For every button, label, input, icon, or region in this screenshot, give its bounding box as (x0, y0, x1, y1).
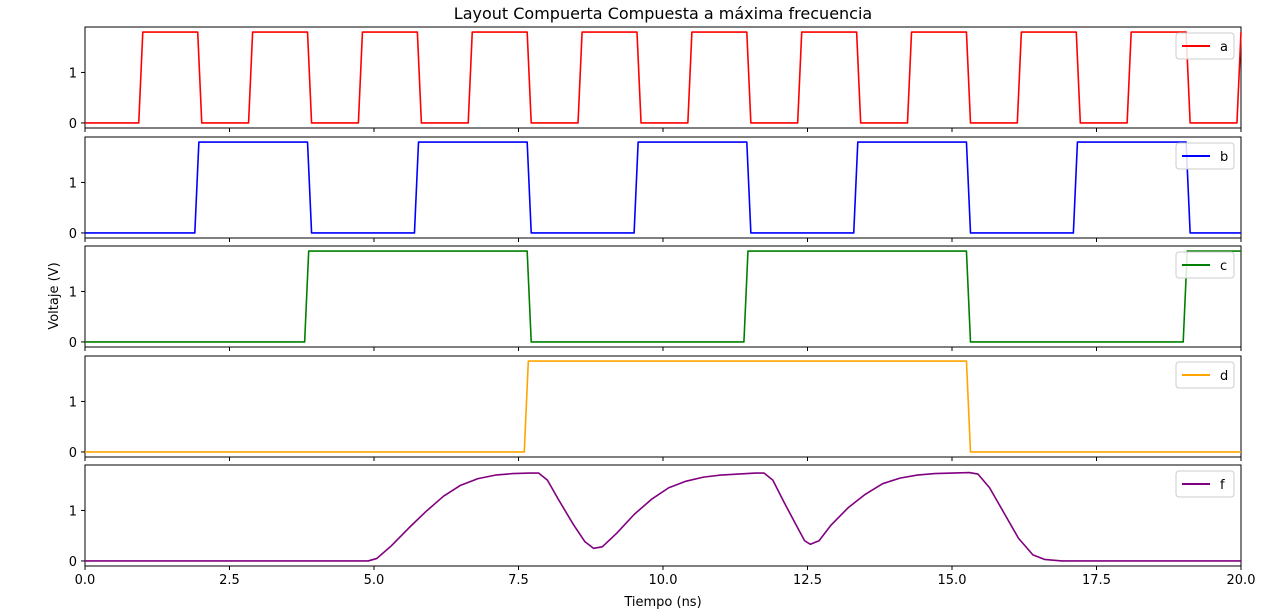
series-line-d (85, 360, 1241, 453)
x-tick-label: 20.0 (1227, 573, 1256, 588)
y-axis-label: Voltaje (V) (47, 262, 62, 329)
panel-f: 0 1 f (69, 464, 1242, 570)
series-line-b (85, 141, 1241, 234)
panel-b: 0 1 b (69, 136, 1242, 242)
y-tick-label: 0 (69, 555, 77, 570)
x-tick-label: 17.5 (1082, 573, 1111, 588)
x-tick-label: 2.5 (219, 573, 240, 588)
legend-b: b (1175, 142, 1235, 170)
y-tick-label: 1 (69, 504, 77, 519)
series-line-f (85, 471, 1241, 562)
y-tick-label: 0 (69, 117, 77, 132)
x-axis-label: Tiempo (ns) (623, 595, 701, 610)
panel-a: 0 1 a (69, 26, 1242, 132)
y-tick-label: 0 (69, 227, 77, 242)
panel-frame (84, 245, 1242, 348)
panel-frame (84, 136, 1242, 239)
x-tick-label: 7.5 (508, 573, 529, 588)
legend-label: a (1220, 40, 1228, 55)
panel-d: 0 1 d (69, 355, 1242, 461)
y-tick-label: 0 (69, 446, 77, 461)
x-tick-label: 0.0 (75, 573, 96, 588)
legend-label: b (1220, 150, 1228, 165)
x-tick-label: 10.0 (649, 573, 678, 588)
legend-d: d (1175, 361, 1235, 389)
legend-f: f (1175, 470, 1235, 498)
y-tick-label: 1 (69, 285, 77, 300)
panels: 0 1 a 0 1 b 0 1 c 0 1 d 0 1 f (69, 26, 1242, 570)
legend-label: d (1220, 369, 1228, 384)
legend-a: a (1175, 32, 1235, 60)
panel-frame (84, 26, 1242, 129)
legend-label: f (1220, 478, 1225, 493)
legend-label: c (1220, 259, 1227, 274)
x-tick-label: 12.5 (793, 573, 822, 588)
x-axis-ticks: 0.0 2.5 5.0 7.5 10.0 12.5 15.0 17.5 20.0 (75, 573, 1256, 588)
series-line-c (85, 250, 1241, 343)
y-tick-label: 1 (69, 395, 77, 410)
x-tick-label: 15.0 (938, 573, 967, 588)
chart-title: Layout Compuerta Compuesta a máxima frec… (454, 4, 872, 23)
y-tick-label: 0 (69, 336, 77, 351)
panel-frame (84, 355, 1242, 458)
panel-frame (84, 464, 1242, 567)
panel-c: 0 1 c (69, 245, 1242, 351)
y-tick-label: 1 (69, 176, 77, 191)
series-line-a (85, 31, 1242, 124)
x-tick-label: 5.0 (364, 573, 385, 588)
y-tick-label: 1 (69, 66, 77, 81)
legend-c: c (1175, 251, 1235, 279)
